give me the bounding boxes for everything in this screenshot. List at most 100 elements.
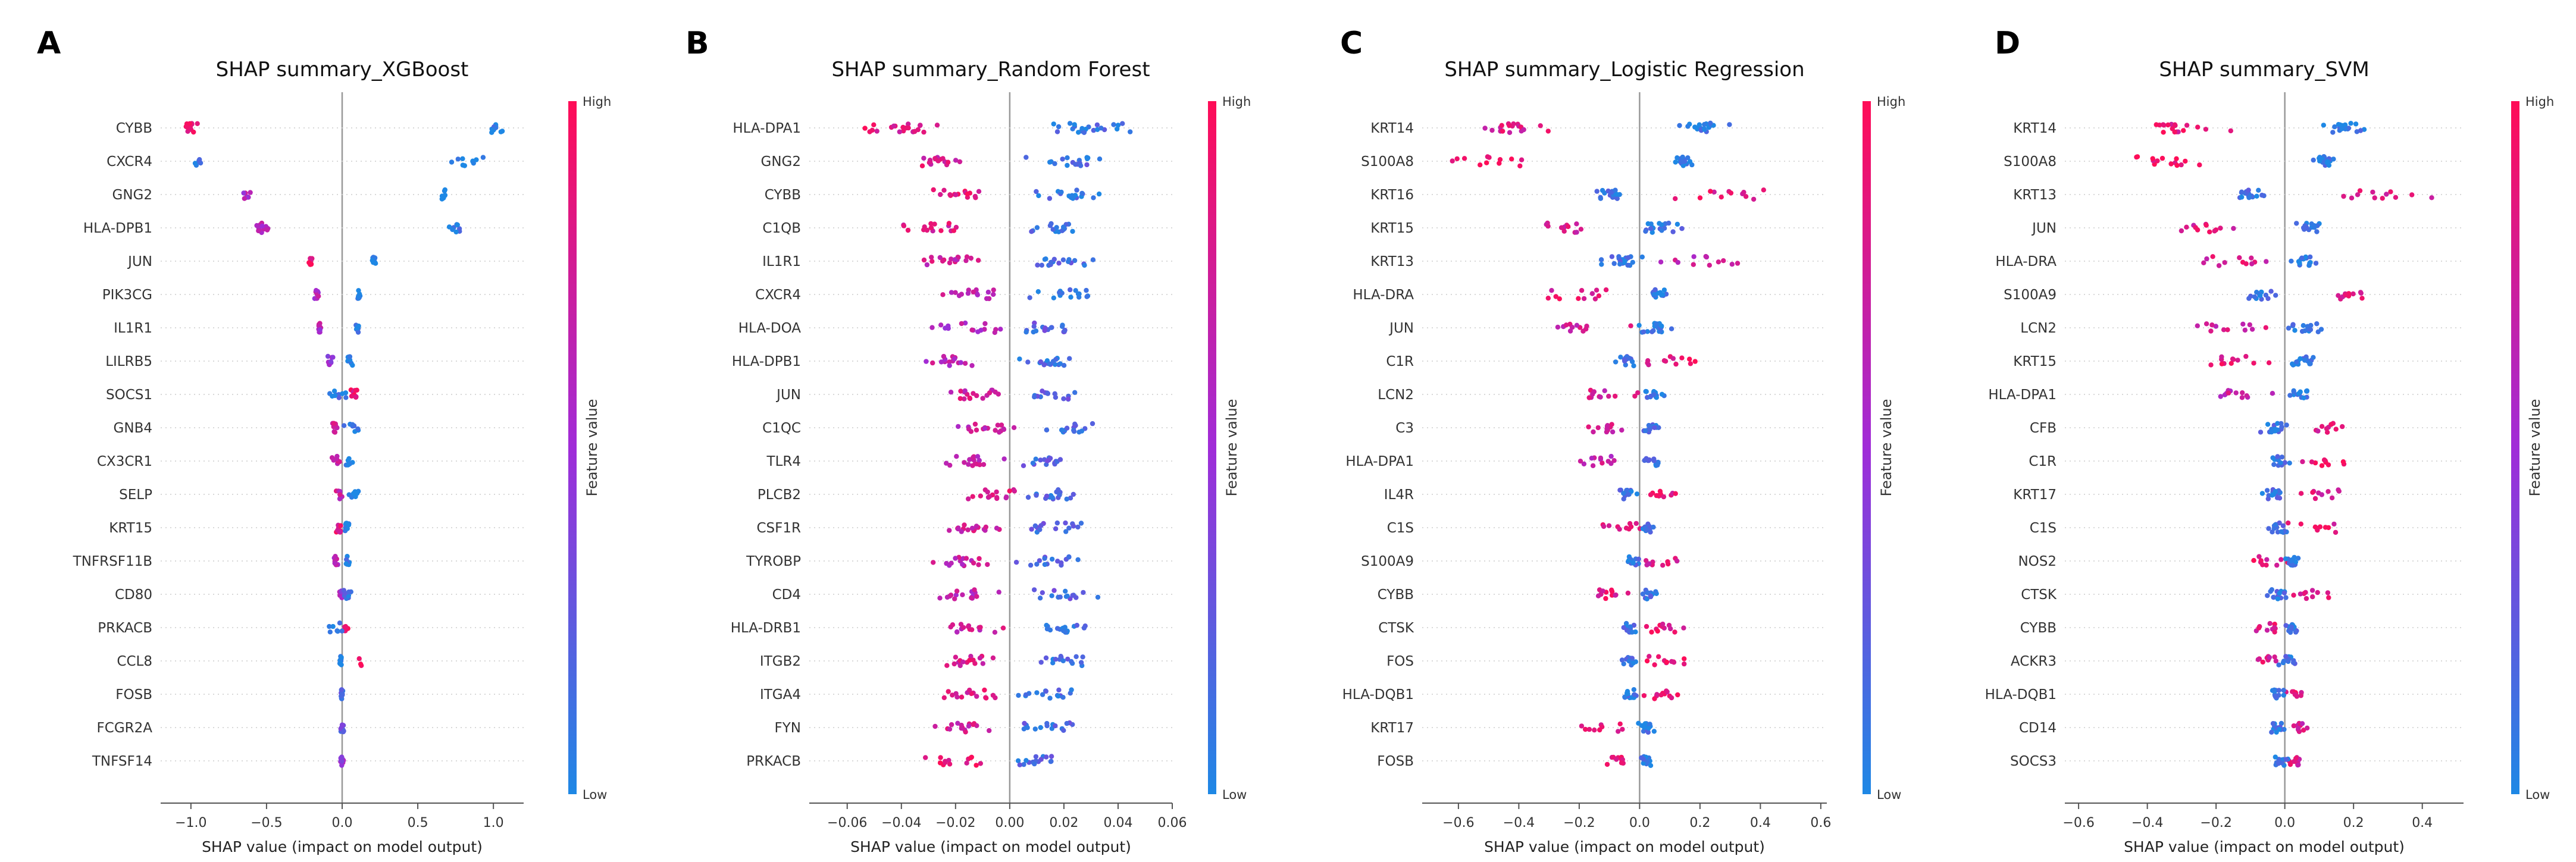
x-tick-label: 0.4	[1750, 816, 1771, 830]
feature-label: C1S	[2030, 521, 2057, 536]
shap-point	[938, 322, 944, 328]
shap-point	[987, 728, 992, 734]
shap-point	[941, 695, 947, 701]
shap-point	[2295, 556, 2301, 561]
shap-point	[1057, 492, 1062, 498]
shap-point	[1604, 761, 1610, 767]
shap-point	[1633, 521, 1639, 526]
shap-point	[2278, 460, 2283, 466]
shap-point	[954, 454, 959, 459]
shap-point	[1011, 487, 1016, 493]
shap-point	[1670, 356, 1676, 361]
chart-title: SHAP summary_Random Forest	[831, 58, 1150, 82]
shap-point	[2339, 126, 2345, 131]
shap-point	[1645, 358, 1651, 363]
shap-point	[1056, 687, 1062, 693]
shap-point	[1574, 322, 1580, 328]
shap-point	[966, 496, 971, 501]
shap-point	[1631, 363, 1636, 369]
shap-point	[978, 625, 983, 630]
shap-point	[2318, 327, 2324, 332]
shap-point	[2309, 588, 2315, 593]
shap-point	[1064, 425, 1070, 431]
shap-point	[2331, 521, 2337, 527]
feature-label: HLA-DRA	[1353, 287, 1414, 303]
shap-point	[1545, 296, 1551, 301]
shap-point	[325, 353, 331, 359]
shap-point	[2315, 590, 2320, 595]
shap-point	[2303, 225, 2309, 231]
shap-point	[1655, 290, 1661, 296]
shap-point	[2308, 254, 2313, 260]
shap-point	[1658, 259, 1664, 265]
shap-point	[1061, 363, 1067, 368]
shap-point	[1049, 556, 1055, 562]
shap-point	[1044, 754, 1049, 760]
x-tick-label: −0.02	[935, 816, 975, 830]
shap-point	[2264, 259, 2269, 264]
shap-point	[2154, 122, 2159, 127]
shap-point	[1626, 492, 1631, 497]
shap-point	[1567, 328, 1573, 334]
shap-point	[984, 296, 990, 302]
feature-label: S100A9	[2004, 287, 2057, 303]
panel-b: B SHAP summary_Random Forest −0.06 −0.04 −0.…	[649, 0, 1251, 862]
shap-point	[339, 755, 345, 760]
shap-point	[1630, 560, 1636, 566]
shap-point	[964, 254, 970, 259]
shap-point	[1507, 123, 1512, 128]
shap-point	[1048, 221, 1054, 227]
feature-label: C1QC	[762, 421, 801, 436]
shap-point	[350, 422, 355, 427]
shap-point	[1033, 754, 1039, 760]
shap-point	[1519, 157, 1525, 162]
shap-point	[980, 661, 985, 666]
shap-point	[1084, 294, 1090, 299]
shap-point	[1581, 296, 1587, 302]
x-axis-label: SHAP value (impact on model output)	[1484, 838, 1765, 855]
shap-point	[337, 620, 343, 626]
shap-point	[980, 396, 985, 401]
shap-point	[1098, 126, 1104, 131]
shap-point	[1041, 362, 1047, 368]
feature-label: HLA-DQB1	[1342, 687, 1414, 703]
shap-point	[1500, 128, 1505, 134]
shap-point	[2314, 321, 2320, 327]
shap-point	[332, 430, 338, 435]
shap-point	[949, 722, 954, 728]
feature-label: HLA-DQB1	[1985, 687, 2057, 703]
shap-point	[993, 428, 998, 433]
feature-label: JUN	[1388, 321, 1414, 336]
shap-point	[2349, 195, 2355, 200]
shap-point	[1670, 229, 1676, 234]
shap-point	[953, 691, 959, 697]
shap-point	[341, 423, 347, 428]
shap-point	[1622, 258, 1627, 264]
shap-point	[1063, 520, 1068, 526]
shap-point	[2237, 255, 2242, 261]
shap-point	[1692, 359, 1698, 364]
x-tick-label: −1.0	[175, 816, 206, 830]
shap-point	[1660, 563, 1666, 568]
shap-point	[455, 222, 460, 228]
shap-point	[2218, 225, 2223, 231]
shap-point	[1692, 124, 1698, 130]
shap-point	[1499, 123, 1504, 128]
feature-label: FOSB	[115, 687, 152, 703]
shap-point	[1625, 691, 1630, 697]
shap-point	[1594, 287, 1600, 293]
shap-point	[1655, 462, 1660, 468]
shap-point	[1029, 526, 1034, 532]
shap-point	[965, 290, 971, 296]
feature-label: SOCS1	[106, 387, 152, 403]
shap-point	[1716, 259, 1721, 265]
shap-point	[991, 287, 996, 293]
shap-point	[339, 687, 345, 692]
shap-point	[944, 663, 950, 668]
shap-point	[956, 526, 961, 532]
shap-point	[897, 129, 902, 134]
shap-point	[1590, 391, 1595, 397]
shap-point	[1065, 155, 1070, 161]
shap-point	[1071, 491, 1076, 497]
shap-point	[972, 661, 978, 666]
